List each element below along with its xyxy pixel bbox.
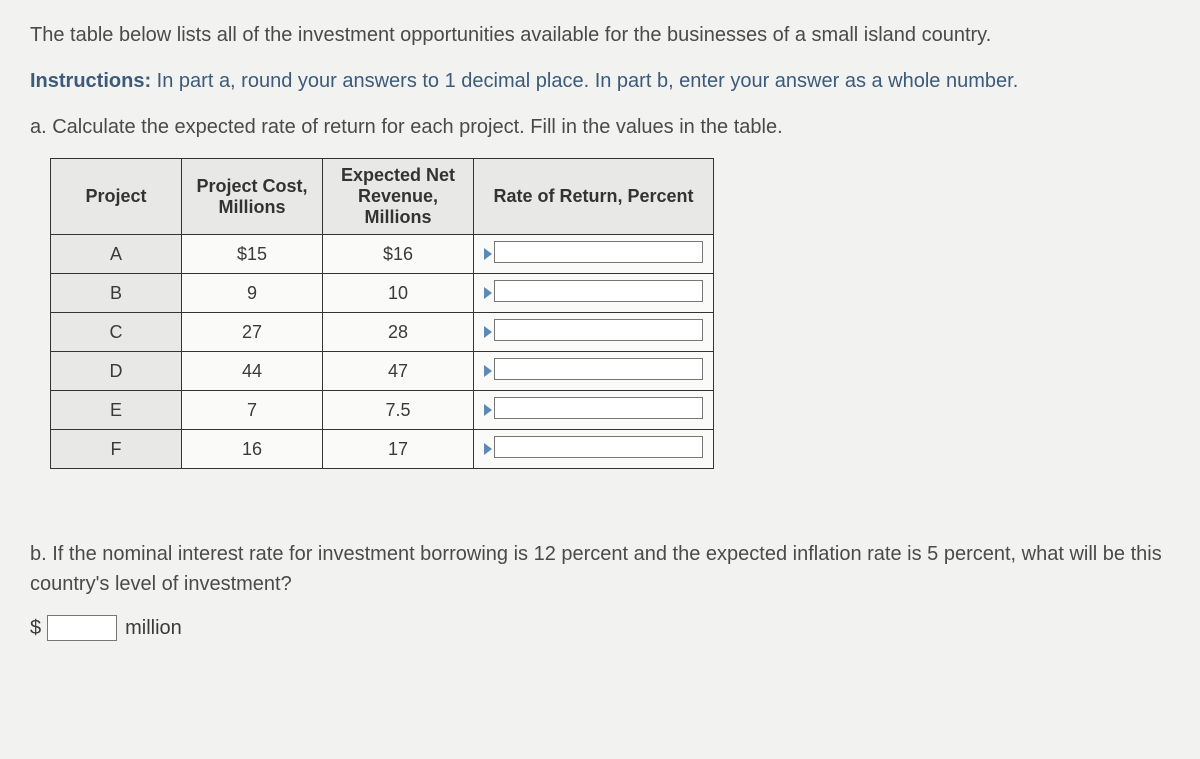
answer-row: $ million <box>30 615 1170 641</box>
answer-input[interactable] <box>47 615 117 641</box>
table-row: A$15$16 <box>51 235 714 274</box>
cell-cost: 7 <box>182 391 323 430</box>
table-row: F1617 <box>51 430 714 469</box>
part-b-text: b. If the nominal interest rate for inve… <box>30 539 1170 599</box>
cell-revenue: 10 <box>323 274 474 313</box>
intro-text: The table below lists all of the investm… <box>30 20 1170 50</box>
rate-input[interactable] <box>494 280 703 302</box>
header-project: Project <box>51 159 182 235</box>
part-a-text: a. Calculate the expected rate of return… <box>30 112 1170 142</box>
input-indicator-icon <box>484 326 492 338</box>
cell-project: D <box>51 352 182 391</box>
cell-cost: 9 <box>182 274 323 313</box>
header-cost: Project Cost, Millions <box>182 159 323 235</box>
rate-input[interactable] <box>494 319 703 341</box>
table-row: C2728 <box>51 313 714 352</box>
answer-suffix: million <box>125 617 182 640</box>
input-indicator-icon <box>484 404 492 416</box>
cell-revenue: $16 <box>323 235 474 274</box>
cell-revenue: 17 <box>323 430 474 469</box>
input-indicator-icon <box>484 365 492 377</box>
input-indicator-icon <box>484 287 492 299</box>
header-rate: Rate of Return, Percent <box>474 159 714 235</box>
investment-table: Project Project Cost, Millions Expected … <box>50 158 714 469</box>
rate-input[interactable] <box>494 397 703 419</box>
cell-rate <box>474 352 714 391</box>
header-revenue: Expected Net Revenue, Millions <box>323 159 474 235</box>
cell-rate <box>474 313 714 352</box>
cell-rate <box>474 430 714 469</box>
rate-input[interactable] <box>494 241 703 263</box>
cell-cost: 27 <box>182 313 323 352</box>
cell-project: B <box>51 274 182 313</box>
rate-input[interactable] <box>494 358 703 380</box>
cell-revenue: 28 <box>323 313 474 352</box>
input-indicator-icon <box>484 248 492 260</box>
instructions-label: Instructions: <box>30 70 151 92</box>
cell-rate <box>474 391 714 430</box>
cell-cost: $15 <box>182 235 323 274</box>
cell-project: E <box>51 391 182 430</box>
table-row: D4447 <box>51 352 714 391</box>
cell-project: A <box>51 235 182 274</box>
rate-input[interactable] <box>494 436 703 458</box>
cell-project: C <box>51 313 182 352</box>
answer-prefix: $ <box>30 617 41 640</box>
cell-cost: 44 <box>182 352 323 391</box>
table-row: B910 <box>51 274 714 313</box>
cell-cost: 16 <box>182 430 323 469</box>
instructions-text: In part a, round your answers to 1 decim… <box>151 70 1018 92</box>
cell-revenue: 47 <box>323 352 474 391</box>
input-indicator-icon <box>484 443 492 455</box>
cell-rate <box>474 274 714 313</box>
cell-project: F <box>51 430 182 469</box>
cell-rate <box>474 235 714 274</box>
instructions-line: Instructions: In part a, round your answ… <box>30 66 1170 96</box>
table-row: E77.5 <box>51 391 714 430</box>
cell-revenue: 7.5 <box>323 391 474 430</box>
